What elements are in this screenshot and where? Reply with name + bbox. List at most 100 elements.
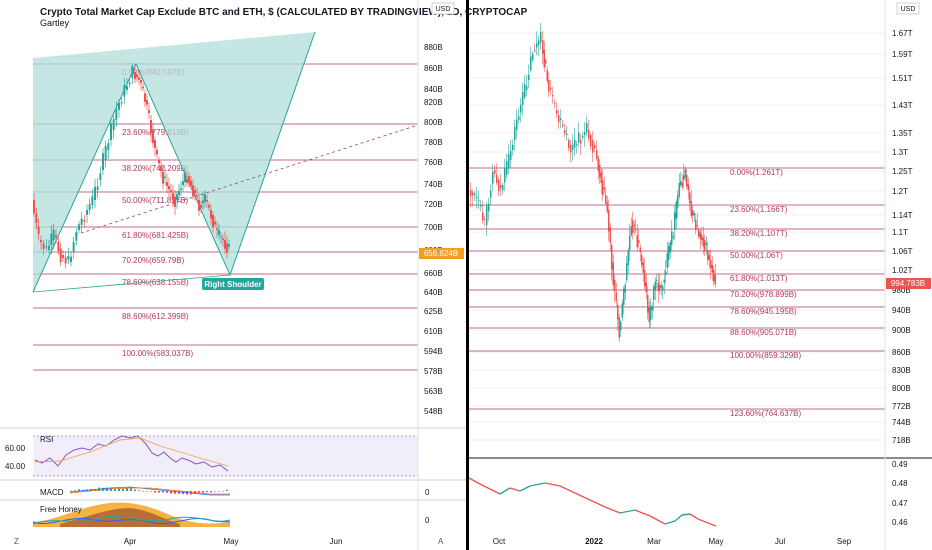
right-candle-body — [641, 255, 643, 265]
left-y-tick: 625B — [424, 307, 443, 316]
left-fib-label: 23.60%(779.813B) — [122, 128, 189, 137]
left-candle-body — [118, 102, 120, 110]
right-chart-panel[interactable]: 0.00%(1.261T) 23.60%(1.166T) 38.20%(1.107T… — [468, 0, 932, 550]
right-candle-body — [687, 183, 689, 191]
macd-line — [69, 486, 230, 496]
right-candle-body — [488, 203, 490, 212]
right-candle-body — [514, 126, 516, 140]
right-candle-body — [597, 157, 599, 171]
left-candle-body — [172, 193, 174, 201]
macd-bar — [166, 491, 168, 493]
macd-bar — [206, 491, 208, 493]
macd-label: MACD — [40, 488, 64, 497]
right-candle-body — [669, 242, 671, 253]
macd-bar — [222, 491, 224, 492]
macd-bar — [226, 489, 228, 491]
right-price-axis[interactable]: 1.67T 1.59T 1.51T 1.43T 1.35T 1.3T 1.25T 1.2T 1.… — [892, 29, 913, 445]
left-candle-body — [57, 241, 60, 251]
left-y-tick: 860B — [424, 64, 443, 73]
left-price-tag — [419, 248, 464, 259]
right-candle-body — [600, 172, 602, 183]
left-candle-body — [138, 77, 140, 80]
right-x-tick: May — [708, 537, 723, 546]
right-candle-body — [708, 255, 710, 261]
right-candle-body — [532, 54, 534, 60]
left-chart-panel[interactable]: 0.00%(840.597B)23.60%(779.813B)38.20%(74… — [0, 0, 528, 550]
left-candle-body — [192, 185, 194, 197]
left-y-tick: 740B — [424, 180, 443, 189]
right-y-tick: 800B — [892, 384, 911, 393]
right-candle-body — [677, 195, 679, 208]
right-candle-body — [617, 305, 619, 320]
left-fib-label: 50.00%(711.817B) — [122, 196, 188, 205]
right-candle-body — [502, 185, 504, 190]
right-fib-label: 123.60%(764.637B) — [730, 409, 802, 418]
right-candle-body — [580, 140, 582, 144]
left-candle-body — [176, 194, 178, 200]
right-candle-body — [651, 307, 653, 310]
macd-bar — [126, 488, 128, 491]
right-y-tick: 1.3T — [892, 148, 908, 157]
left-candle-body — [206, 200, 208, 202]
right-candle-body — [668, 246, 670, 260]
right-candle-body — [698, 230, 700, 237]
left-time-axis[interactable]: Apr May Jun — [124, 537, 343, 546]
right-candle-body — [590, 135, 592, 147]
right-candle-body — [518, 116, 520, 120]
left-candle-body — [78, 224, 80, 230]
right-candle-body — [612, 262, 614, 285]
right-lower-segment — [674, 514, 683, 522]
right-time-axis[interactable]: Oct 2022 Mar May Jul Sep — [493, 537, 852, 546]
right-candle-body — [626, 263, 628, 280]
right-candle-body — [558, 115, 560, 123]
left-candle-body — [190, 180, 192, 186]
macd-bar — [94, 488, 96, 491]
left-candle-body — [48, 245, 50, 250]
macd-tick: 0 — [425, 488, 430, 497]
right-candle-body — [545, 60, 547, 64]
right-candle-body — [689, 192, 691, 204]
right-lower-tick: 0.48 — [892, 479, 908, 488]
right-candle-body — [512, 144, 514, 150]
right-y-tick: 980B — [892, 286, 911, 295]
right-candle-body — [654, 281, 656, 290]
right-candle-body — [472, 192, 474, 196]
left-candle-body — [62, 255, 64, 258]
left-candle-body — [75, 232, 78, 241]
right-candle-body — [696, 225, 698, 226]
right-lower-segment — [468, 477, 481, 485]
right-y-tick: 830B — [892, 366, 911, 375]
left-candle-body — [37, 226, 40, 235]
left-candle-body — [150, 120, 152, 134]
right-y-tick: 940B — [892, 306, 911, 315]
macd-bar — [118, 488, 120, 491]
right-candle-body — [639, 247, 641, 252]
right-candle-body — [707, 250, 709, 260]
left-candle-body — [136, 74, 138, 78]
right-candle-body — [627, 250, 629, 265]
macd-signal-line — [69, 487, 230, 495]
right-lower-segment — [619, 509, 636, 514]
right-lower-axis[interactable]: 0.49 0.48 0.47 0.46 — [892, 460, 908, 527]
left-y-tick: 640B — [424, 288, 443, 297]
left-y-tick: 880B — [424, 43, 443, 52]
left-corner-a[interactable]: A — [438, 537, 444, 546]
right-candle-body — [592, 140, 594, 153]
right-candle-body — [672, 236, 674, 238]
gartley-pattern-xab — [33, 58, 136, 292]
macd-bar — [178, 491, 180, 494]
right-lower-segment — [664, 520, 676, 525]
right-candle-body — [690, 201, 692, 217]
left-corner-z[interactable]: Z — [14, 537, 19, 546]
left-price-axis[interactable]: 880B 860B 840B 820B 800B 780B 760B 740B 720B 700B… — [424, 43, 443, 416]
left-candle-body — [120, 102, 123, 104]
left-candle-body — [50, 233, 53, 245]
right-candle-body — [552, 95, 554, 97]
left-candle-body — [55, 235, 57, 238]
right-candle-body — [644, 270, 646, 287]
left-candle-body — [134, 72, 136, 80]
right-lower-tick: 0.47 — [892, 499, 908, 508]
macd-bar — [70, 490, 72, 492]
right-candle-body — [540, 32, 542, 43]
macd-bar — [74, 490, 76, 491]
